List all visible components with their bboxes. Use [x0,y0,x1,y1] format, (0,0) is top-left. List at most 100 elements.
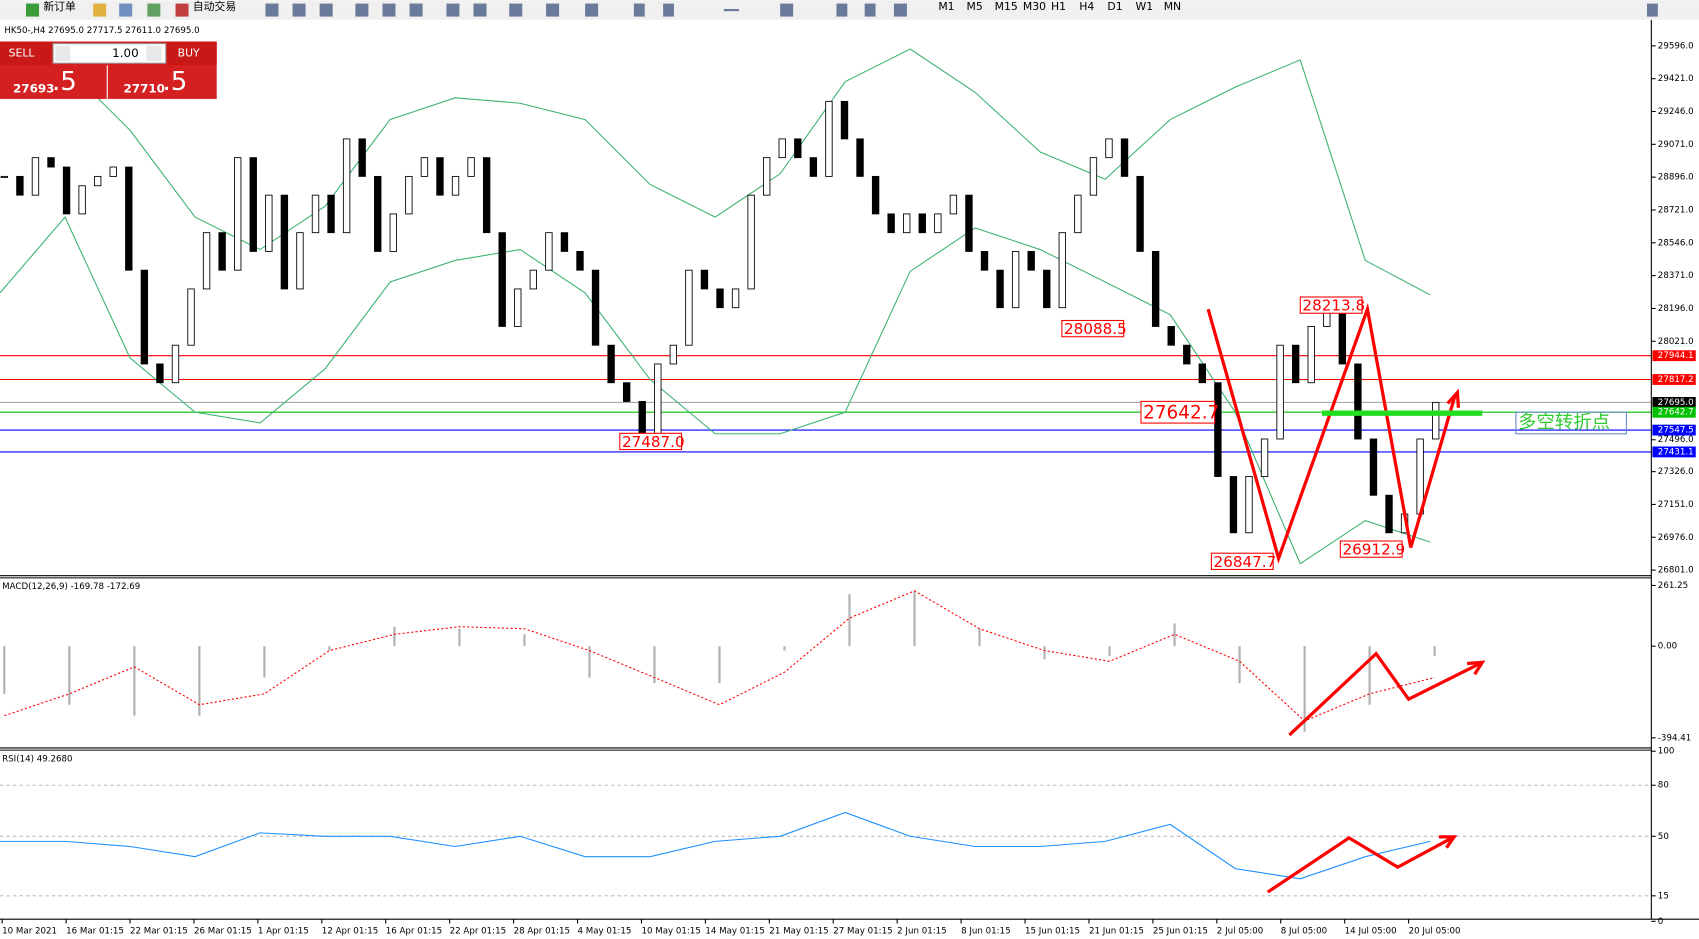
arrow-path [1206,302,1457,564]
candle [1260,438,1269,477]
icon[interactable] [147,3,161,17]
timeframe-button[interactable]: D1 [1107,0,1122,13]
candle [467,157,475,177]
candle [1074,194,1082,234]
candle [47,157,55,168]
ask-price[interactable]: 27710 [124,82,165,96]
icon[interactable] [409,3,423,17]
candle [622,382,631,402]
candle [93,175,102,187]
x-tick-label: 12 Apr 01:15 [322,927,378,937]
candle [654,363,662,440]
spin-down[interactable] [55,45,71,62]
icon[interactable] [780,3,794,17]
icon[interactable] [119,3,133,17]
timeframe-button[interactable]: M30 [1023,0,1046,13]
icon[interactable] [893,3,907,17]
candle [311,194,320,234]
chart-area [0,19,1699,939]
price-annotation-box [1140,400,1216,424]
candle [342,138,351,234]
auto-trading-icon[interactable] [175,3,189,17]
icon[interactable] [446,3,460,17]
timeframe-button[interactable]: M15 [995,0,1018,13]
x-tick-label: 2 Jul 05:00 [1217,927,1263,937]
order-panel: SELL 1.00 BUY 27693 .5 27710 .5 [0,41,217,99]
icon[interactable] [546,3,560,17]
x-tick-label: 14 May 01:15 [705,927,764,937]
icon[interactable] [585,3,599,17]
candle [1011,250,1020,309]
macd-bar [523,634,526,647]
lots-input[interactable] [52,43,167,64]
sell-button[interactable] [0,41,53,66]
toolbar-bg [0,0,1699,20]
x-tick-label: 8 Jun 01:15 [961,927,1010,937]
bid-price[interactable]: 27693 [13,82,54,96]
icon[interactable] [633,3,645,17]
lots-value[interactable]: 1.00 [112,46,139,60]
x-tick-label: 26 Mar 01:15 [194,927,252,937]
icon[interactable] [355,3,369,17]
y-tick-label: -394.41 [1658,733,1691,743]
rsi-line [0,811,1431,880]
y-tick-label: 27496.0 [1658,435,1694,445]
x-tick-label: 25 Jun 01:15 [1153,927,1208,937]
y-tick-label: 26976.0 [1658,533,1694,543]
macd-bar [653,646,656,684]
buy-label[interactable]: BUY [178,46,200,59]
price-level-tag [1652,424,1696,436]
bollinger-lower [0,216,1431,565]
icon[interactable] [723,8,739,12]
price-level-label: 27547.5 [1658,426,1694,436]
spin-up[interactable] [146,45,162,62]
candle [62,166,71,215]
new-order-icon[interactable] [26,3,40,17]
timeframe-button[interactable]: MN [1164,0,1181,13]
icon[interactable] [265,3,279,17]
macd-bar [3,646,6,694]
timeframe-button[interactable]: W1 [1136,0,1154,13]
drawn-arrows [1206,302,1486,894]
arrow-head [1446,388,1461,408]
candle [716,288,724,309]
main-chart: HK50-,H4 27695.0 27717.5 27611.0 27695.0… [0,26,1696,576]
timeframe-button[interactable]: H1 [1051,0,1066,13]
icon[interactable] [93,3,107,17]
icon[interactable] [319,3,333,17]
icon[interactable] [663,3,674,17]
timeframe-button[interactable]: M5 [967,0,983,13]
candle [887,213,895,234]
timeframe-button[interactable]: H4 [1079,0,1094,13]
candle [918,213,926,234]
buy-button[interactable] [166,41,217,66]
macd-bar [393,626,396,647]
ask-pip[interactable]: .5 [163,67,188,97]
y-tick-label: 29596.0 [1658,41,1694,51]
candle [903,213,911,234]
x-tick-label: 21 May 01:15 [769,927,828,937]
sell-label[interactable]: SELL [9,46,35,59]
x-tick-label: 22 Apr 01:15 [450,927,506,937]
icon[interactable] [836,3,848,17]
y-tick-label: 26801.0 [1658,566,1694,576]
icon[interactable] [864,3,876,17]
icon[interactable] [509,3,523,17]
x-tick-label: 20 Jul 05:00 [1409,927,1461,937]
icon[interactable] [292,3,306,17]
search-icon[interactable] [1646,3,1658,17]
new-order-button[interactable]: 新订单 [43,0,76,13]
timeframe-button[interactable]: M1 [938,0,954,13]
candle [436,157,444,196]
auto-trading-button[interactable]: 自动交易 [193,0,236,13]
icon[interactable] [473,3,487,17]
candle [685,269,693,346]
candle [358,138,366,177]
bid-pip[interactable]: .5 [52,67,77,97]
macd-panel: MACD(12,26,9) -169.78 -172.69 261.25 0.00 -… [2,581,1691,743]
candle [78,185,86,215]
icon[interactable] [382,3,396,17]
candle [1385,494,1393,534]
macd-bar [458,628,461,647]
y-tick-label: 28021.0 [1658,337,1694,347]
